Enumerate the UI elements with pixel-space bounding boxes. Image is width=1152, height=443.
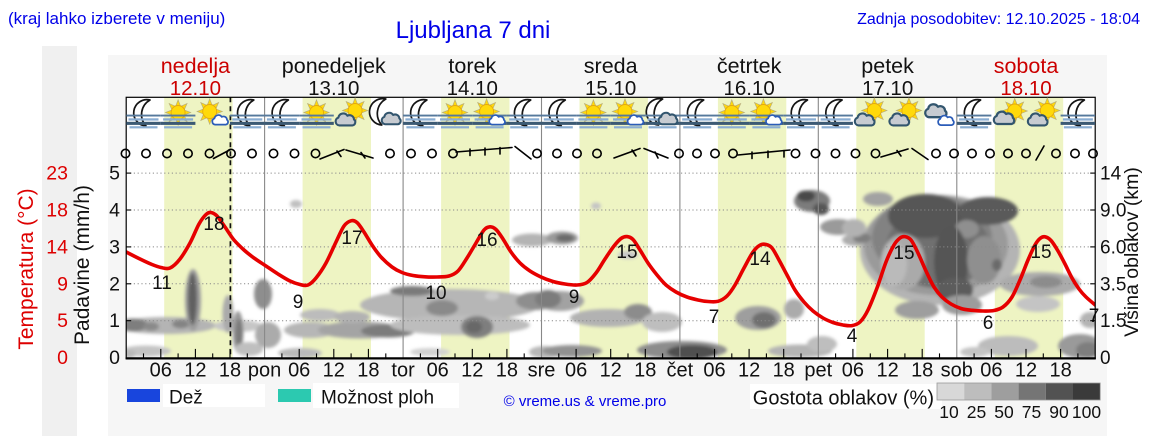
svg-text:18: 18 [496,360,518,382]
svg-text:3.5: 3.5 [1100,274,1126,295]
svg-text:nedelja: nedelja [161,54,230,78]
svg-text:čet: čet [667,360,694,382]
svg-text:4: 4 [847,326,858,347]
svg-text:18: 18 [203,214,224,235]
svg-text:1: 1 [109,310,120,332]
svg-text:9: 9 [57,273,68,295]
svg-text:© vreme.us & vreme.pro: © vreme.us & vreme.pro [504,393,667,410]
svg-text:12: 12 [323,360,345,382]
svg-text:(kraj lahko izberete v meniju): (kraj lahko izberete v meniju) [8,9,225,28]
svg-text:6: 6 [983,313,994,334]
svg-text:12: 12 [600,360,622,382]
svg-text:06: 06 [980,360,1002,382]
svg-text:Možnost ploh: Možnost ploh [321,388,434,409]
svg-text:14: 14 [1100,164,1122,185]
svg-text:Zadnja posodobitev: 12.10.2025: Zadnja posodobitev: 12.10.2025 - 18:04 [857,11,1140,28]
svg-text:16: 16 [476,230,497,251]
svg-text:9: 9 [569,287,580,308]
svg-text:torek: torek [448,54,496,78]
svg-text:25: 25 [967,402,986,422]
svg-text:18: 18 [357,360,379,382]
svg-text:sre: sre [528,360,556,382]
svg-text:23: 23 [46,163,68,185]
svg-text:06: 06 [842,360,864,382]
svg-text:0: 0 [57,347,68,369]
svg-text:16.10: 16.10 [723,77,774,100]
svg-text:6.0: 6.0 [1100,237,1126,258]
svg-text:17: 17 [341,228,362,249]
svg-text:14: 14 [46,236,68,258]
svg-text:18.10: 18.10 [1000,77,1051,100]
svg-text:Dež: Dež [169,388,203,409]
svg-text:3: 3 [109,236,120,258]
svg-text:pon: pon [248,360,281,382]
svg-text:06: 06 [288,360,310,382]
svg-text:18: 18 [773,360,795,382]
svg-text:10: 10 [425,283,446,304]
svg-text:12: 12 [1015,360,1037,382]
svg-text:18: 18 [46,200,68,222]
svg-text:4: 4 [109,200,120,222]
svg-text:9: 9 [293,292,304,313]
svg-text:06: 06 [150,360,172,382]
svg-text:Temperatura (°C): Temperatura (°C) [15,188,38,349]
svg-text:četrtek: četrtek [717,54,782,78]
svg-text:Padavine (mm/h): Padavine (mm/h) [71,185,94,345]
svg-text:7: 7 [1089,306,1100,327]
svg-text:sreda: sreda [584,54,638,78]
svg-text:petek: petek [861,54,914,78]
svg-text:Višina oblakov (km): Višina oblakov (km) [1121,167,1143,337]
svg-text:13.10: 13.10 [308,77,359,100]
svg-text:15: 15 [893,243,914,264]
svg-text:90: 90 [1049,402,1069,422]
svg-text:12: 12 [461,360,483,382]
svg-text:15: 15 [1030,242,1051,263]
svg-text:sobota: sobota [994,54,1059,78]
svg-text:2: 2 [109,273,120,295]
svg-text:5: 5 [109,163,120,185]
svg-text:12.10: 12.10 [170,77,221,100]
svg-text:100: 100 [1072,402,1101,422]
svg-text:06: 06 [703,360,725,382]
svg-text:75: 75 [1022,402,1041,422]
svg-text:7: 7 [709,307,720,328]
svg-text:0: 0 [1100,348,1111,369]
svg-text:50: 50 [994,402,1014,422]
svg-text:06: 06 [565,360,587,382]
svg-text:14: 14 [749,249,771,270]
svg-text:sob: sob [941,360,973,382]
svg-text:5: 5 [57,310,68,332]
svg-text:15.10: 15.10 [585,77,636,100]
svg-text:Ljubljana 7 dni: Ljubljana 7 dni [396,17,551,44]
svg-text:12: 12 [876,360,898,382]
svg-text:Gostota oblakov (%): Gostota oblakov (%) [753,388,934,410]
svg-text:18: 18 [1049,360,1071,382]
svg-text:17.10: 17.10 [862,77,913,100]
svg-text:10: 10 [939,402,959,422]
svg-text:ponedeljek: ponedeljek [282,54,386,78]
svg-text:14.10: 14.10 [447,77,498,100]
svg-text:15: 15 [616,242,637,263]
svg-text:1.5: 1.5 [1100,311,1126,332]
svg-text:9.0: 9.0 [1100,201,1126,222]
svg-text:12: 12 [738,360,760,382]
svg-text:18: 18 [911,360,933,382]
svg-text:11: 11 [152,273,172,294]
svg-text:tor: tor [391,360,415,382]
svg-text:18: 18 [634,360,656,382]
svg-text:12: 12 [184,360,206,382]
svg-text:pet: pet [804,360,832,382]
svg-text:18: 18 [219,360,241,382]
svg-text:0: 0 [109,347,120,369]
svg-text:06: 06 [427,360,449,382]
